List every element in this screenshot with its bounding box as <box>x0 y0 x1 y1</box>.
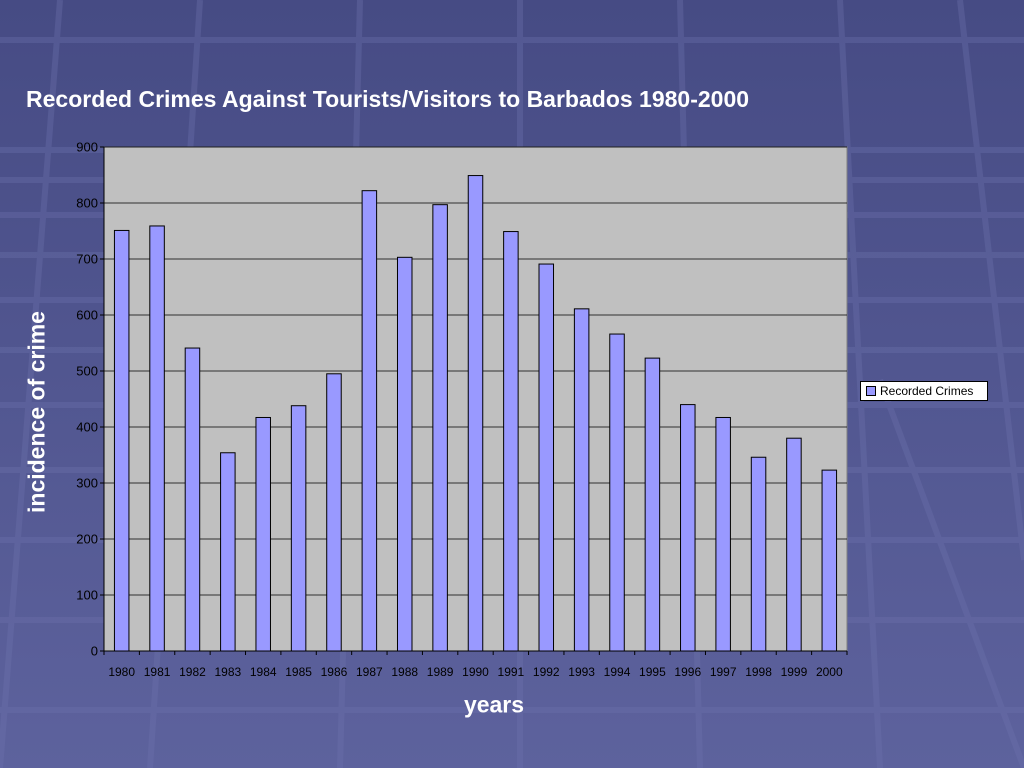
x-tick-label: 1996 <box>674 665 701 679</box>
y-tick-label: 100 <box>76 588 98 603</box>
bar-1991 <box>503 231 519 652</box>
x-tick-label: 1997 <box>710 665 737 679</box>
x-tick-label: 1991 <box>498 665 525 679</box>
y-tick-label: 600 <box>76 308 98 323</box>
bar-1983 <box>220 452 236 652</box>
bar-1988 <box>396 256 413 652</box>
bar-1985 <box>290 405 307 652</box>
x-tick-label: 1990 <box>462 665 489 679</box>
bar-1992 <box>538 263 555 652</box>
x-tick-label: 1988 <box>391 665 418 679</box>
y-tick-label: 900 <box>76 140 98 155</box>
bar-1995 <box>644 357 661 652</box>
bar-1997 <box>715 416 731 652</box>
bar-1999 <box>786 437 802 652</box>
bar-1986 <box>326 373 342 652</box>
y-tick-label: 500 <box>76 364 98 379</box>
x-tick-label: 1999 <box>781 665 808 679</box>
y-tick-label: 400 <box>76 420 98 435</box>
bar-1984 <box>255 416 271 652</box>
bar-1990 <box>467 175 484 652</box>
bar-1989 <box>432 204 448 652</box>
x-tick-label: 1986 <box>321 665 348 679</box>
y-tick-label: 300 <box>76 476 98 491</box>
slide-title: Recorded Crimes Against Tourists/Visitor… <box>26 86 750 112</box>
x-tick-label: 1993 <box>568 665 595 679</box>
x-tick-label: 1981 <box>144 665 171 679</box>
bar-1993 <box>573 308 590 652</box>
bar-1982 <box>184 347 201 652</box>
x-tick-label: 1992 <box>533 665 560 679</box>
legend-label: Recorded Crimes <box>880 384 974 398</box>
bar-1998 <box>750 456 767 652</box>
legend: Recorded Crimes <box>860 381 988 401</box>
x-tick-label: 1983 <box>214 665 241 679</box>
y-tick-label: 0 <box>91 644 98 659</box>
y-tick-label: 200 <box>76 532 98 547</box>
x-tick-label: 1985 <box>285 665 312 679</box>
bar-2000 <box>821 469 838 652</box>
x-tick-label: 1987 <box>356 665 383 679</box>
x-tick-label: 2000 <box>816 665 843 679</box>
bar-1996 <box>680 404 696 652</box>
x-axis-label: years <box>463 691 525 718</box>
bar-1994 <box>609 333 625 652</box>
x-tick-label: 1994 <box>604 665 631 679</box>
x-tick-label: 1984 <box>250 665 277 679</box>
bar-1981 <box>149 225 165 652</box>
legend-swatch <box>866 386 876 396</box>
x-tick-label: 1982 <box>179 665 206 679</box>
bar-1980 <box>113 229 130 652</box>
x-tick-label: 1998 <box>745 665 772 679</box>
bar-1987 <box>361 190 378 652</box>
y-tick-label: 700 <box>76 252 98 267</box>
y-tick-label: 800 <box>76 196 98 211</box>
x-tick-label: 1980 <box>108 665 135 679</box>
x-tick-label: 1995 <box>639 665 666 679</box>
x-tick-label: 1989 <box>427 665 454 679</box>
y-axis-label: incidence of crime <box>23 311 50 513</box>
